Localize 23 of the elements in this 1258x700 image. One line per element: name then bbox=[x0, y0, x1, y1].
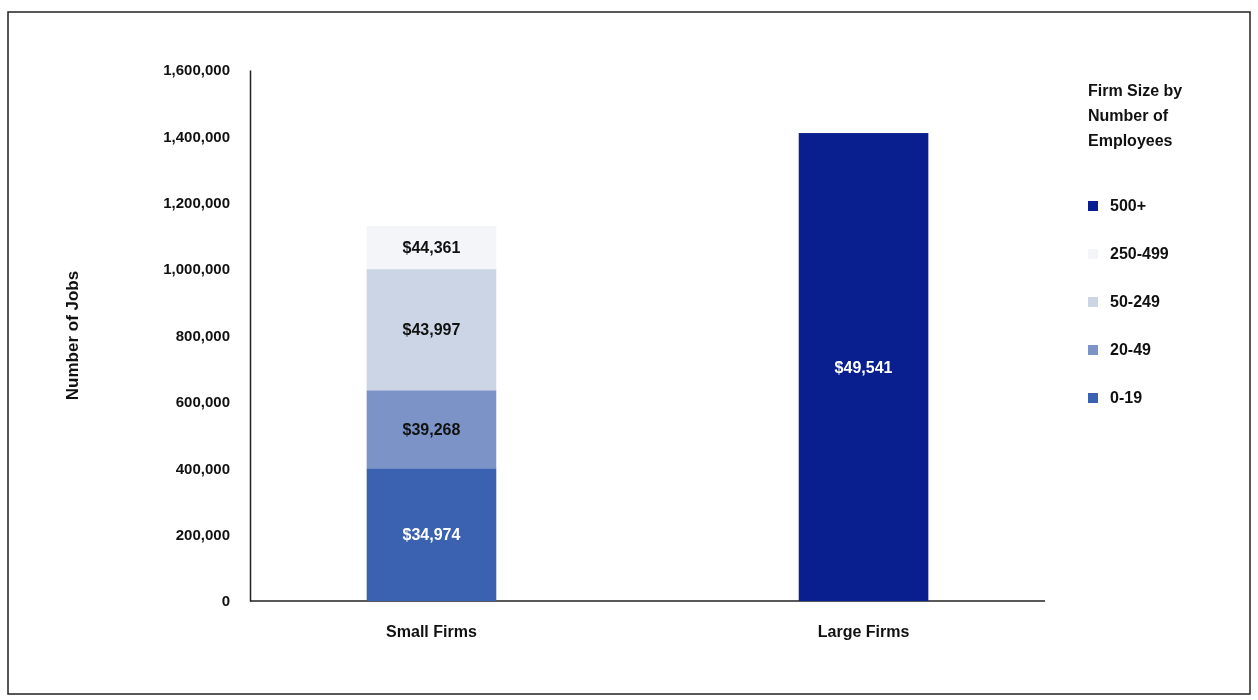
y-tick-label: 1,600,000 bbox=[163, 61, 230, 79]
annotation: $39,268 bbox=[402, 420, 461, 438]
y-tick-label: 1,000,000 bbox=[163, 260, 230, 278]
legend-label: 50-249 bbox=[1110, 293, 1160, 310]
legend-title: Firm Size by Number of Employees bbox=[1088, 82, 1183, 149]
annotation: $49,541 bbox=[834, 358, 893, 376]
y-tick-label: 200,000 bbox=[175, 525, 230, 543]
legend-label: 20-49 bbox=[1110, 341, 1152, 358]
annotation: $34,974 bbox=[402, 526, 461, 544]
legend-label: 250-499 bbox=[1110, 245, 1169, 262]
y-axis-title: Number of Jobs bbox=[63, 270, 82, 401]
x-tick-label: Small Firms bbox=[386, 623, 477, 641]
y-tick-label: 400,000 bbox=[175, 459, 230, 477]
y-tick-label: 1,200,000 bbox=[163, 194, 230, 212]
annotation: $44,361 bbox=[402, 239, 461, 257]
annotation: $43,997 bbox=[402, 321, 461, 339]
legend-label: 500+ bbox=[1110, 197, 1147, 214]
y-tick-label: 1,400,000 bbox=[163, 127, 230, 145]
legend-label: 0-19 bbox=[1110, 389, 1143, 406]
y-tick-label: 800,000 bbox=[175, 326, 230, 344]
x-tick-label: Large Firms bbox=[817, 623, 910, 641]
y-tick-label: 600,000 bbox=[175, 393, 230, 411]
y-tick-label: 0 bbox=[221, 592, 230, 610]
